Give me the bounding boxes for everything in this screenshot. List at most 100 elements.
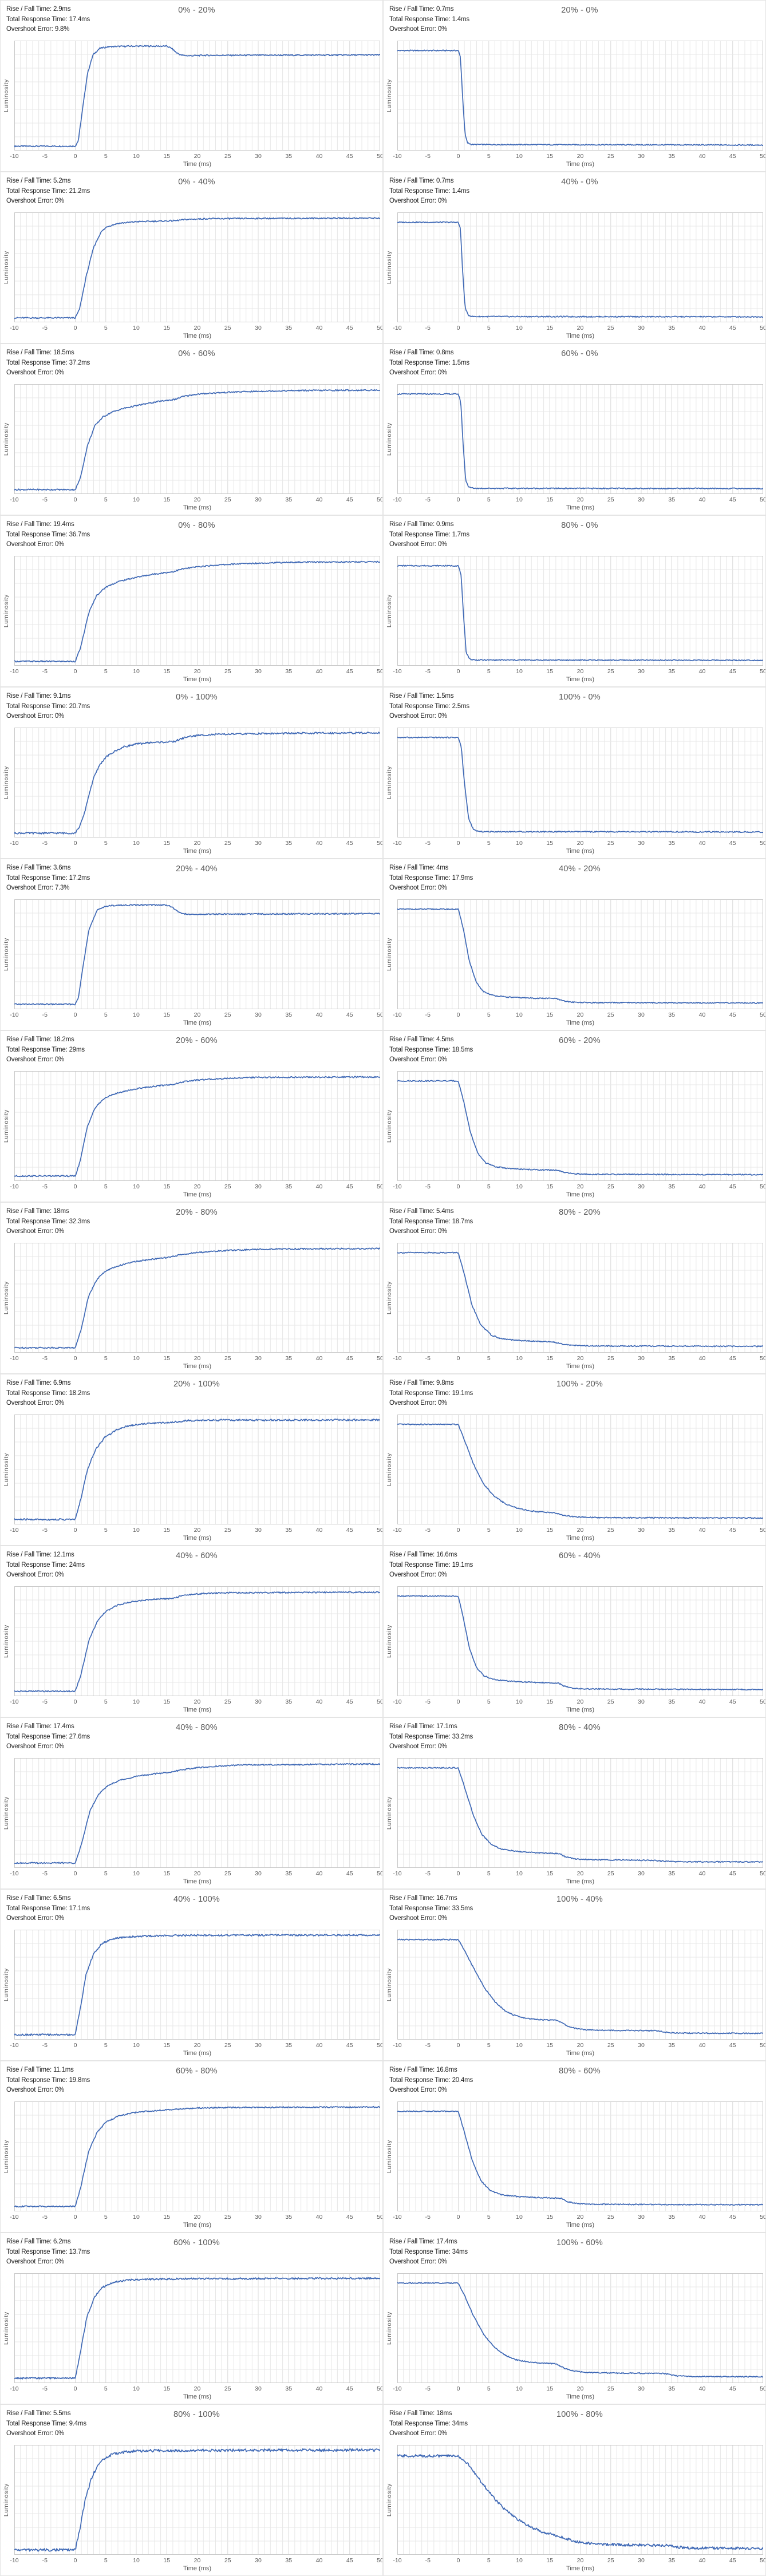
x-tick-label: 35 <box>285 1527 293 1534</box>
chart-stats: Rise / Fall Time: 16.7ms Total Response T… <box>389 1894 473 1924</box>
y-axis-label: Luminosity <box>386 765 393 800</box>
response-chart-panel: Rise / Fall Time: 16.8ms Total Response T… <box>383 2061 766 2233</box>
x-axis-ticks: -10 -5 0 5 10 15 20 25 30 35 40 45 50 <box>10 668 382 675</box>
luminosity-trace <box>14 560 380 663</box>
overshoot-error-label: Overshoot Error: <box>389 2258 436 2265</box>
x-tick-label: 15 <box>546 153 554 160</box>
x-tick-label: 25 <box>224 1183 231 1190</box>
x-tick-label: 45 <box>346 1698 353 1705</box>
x-tick-label: 10 <box>516 1012 523 1018</box>
total-response-time-line: Total Response Time: 2.5ms <box>389 702 469 712</box>
x-tick-label: 35 <box>285 325 293 331</box>
x-tick-label: 35 <box>285 1355 293 1362</box>
x-tick-label: -10 <box>10 153 19 160</box>
x-tick-label: 50 <box>377 2385 383 2392</box>
x-tick-label: 30 <box>255 1012 262 1018</box>
total-response-time-line: Total Response Time: 27.6ms <box>6 1732 90 1743</box>
x-axis-ticks: -10 -5 0 5 10 15 20 25 30 35 40 45 50 <box>10 2557 382 2565</box>
x-tick-label: 50 <box>377 153 383 160</box>
x-tick-label: -10 <box>10 1698 19 1705</box>
luminosity-plot <box>397 1415 763 1524</box>
total-response-time-line: Total Response Time: 36.7ms <box>6 530 90 540</box>
x-tick-label: 50 <box>377 2042 383 2049</box>
x-axis-label: Time (ms) <box>183 504 212 511</box>
luminosity-plot <box>14 1415 380 1524</box>
x-tick-label: 30 <box>255 2042 262 2049</box>
y-axis-label: Luminosity <box>3 1624 10 1658</box>
x-tick-label: 15 <box>546 2214 554 2221</box>
x-tick-label: 15 <box>546 2557 554 2564</box>
overshoot-error-label: Overshoot Error: <box>6 26 53 33</box>
x-tick-label: 0 <box>73 496 77 503</box>
rise-fall-time-line: Rise / Fall Time: 0.7ms <box>389 176 469 187</box>
rise-fall-time-value: 6.9ms <box>53 1380 71 1386</box>
total-response-time-label: Total Response Time: <box>6 1561 68 1568</box>
x-tick-label: 45 <box>729 1012 736 1018</box>
x-tick-label: -10 <box>10 496 19 503</box>
x-tick-label: -10 <box>393 840 402 847</box>
luminosity-plot <box>14 899 380 1009</box>
luminosity-plot <box>14 1071 380 1181</box>
rise-fall-time-label: Rise / Fall Time: <box>389 2410 435 2417</box>
x-tick-label: 25 <box>607 2214 614 2221</box>
x-axis-ticks: -10 -5 0 5 10 15 20 25 30 35 40 45 50 <box>10 325 382 332</box>
rise-fall-time-label: Rise / Fall Time: <box>6 2067 52 2073</box>
x-tick-label: -10 <box>393 1183 402 1190</box>
rise-fall-time-label: Rise / Fall Time: <box>389 2067 435 2073</box>
x-tick-label: 45 <box>346 153 353 160</box>
overshoot-error-label: Overshoot Error: <box>389 1743 436 1750</box>
rise-fall-time-label: Rise / Fall Time: <box>389 6 435 13</box>
x-axis-ticks: -10 -5 0 5 10 15 20 25 30 35 40 45 50 <box>393 2214 765 2221</box>
overshoot-error-line: Overshoot Error: 0% <box>389 712 469 722</box>
x-tick-label: 30 <box>255 2385 262 2392</box>
luminosity-trace <box>14 217 380 319</box>
rise-fall-time-line: Rise / Fall Time: 17.1ms <box>389 1722 473 1732</box>
x-tick-label: 40 <box>698 1355 706 1362</box>
x-tick-label: -10 <box>393 1527 402 1534</box>
x-tick-label: 15 <box>163 1870 171 1877</box>
chart-stats: Rise / Fall Time: 18ms Total Response Tim… <box>6 1207 90 1237</box>
rise-fall-time-label: Rise / Fall Time: <box>389 1723 435 1730</box>
x-axis-ticks: -10 -5 0 5 10 15 20 25 30 35 40 45 50 <box>10 2214 382 2221</box>
x-tick-label: -10 <box>393 2385 402 2392</box>
x-tick-label: 50 <box>760 1527 766 1534</box>
x-tick-label: 35 <box>668 840 676 847</box>
x-tick-label: 30 <box>638 2385 645 2392</box>
total-response-time-value: 33.2ms <box>452 1733 473 1740</box>
x-tick-label: 15 <box>163 1698 171 1705</box>
overshoot-error-label: Overshoot Error: <box>6 884 53 891</box>
plot-area <box>14 1243 380 1353</box>
y-axis-label: Luminosity <box>386 1967 393 2002</box>
gridlines <box>397 2273 763 2383</box>
plot-area <box>14 899 380 1009</box>
plot-border <box>397 2445 763 2555</box>
x-tick-label: 50 <box>760 2557 766 2564</box>
total-response-time-value: 24ms <box>69 1561 85 1568</box>
x-tick-label: 10 <box>516 1183 523 1190</box>
total-response-time-label: Total Response Time: <box>389 1561 451 1568</box>
plot-border <box>14 2445 380 2555</box>
rise-fall-time-value: 17.1ms <box>436 1723 457 1730</box>
luminosity-plot <box>397 2445 763 2555</box>
luminosity-trace <box>397 2454 763 2550</box>
x-tick-label: 10 <box>133 1870 140 1877</box>
luminosity-trace <box>397 736 763 833</box>
x-tick-label: 45 <box>346 840 353 847</box>
x-tick-label: 0 <box>73 840 77 847</box>
y-axis-label: Luminosity <box>3 1967 10 2002</box>
total-response-time-value: 18.5ms <box>452 1046 473 1053</box>
overshoot-error-line: Overshoot Error: 0% <box>389 1742 473 1752</box>
x-tick-label: 35 <box>668 1183 676 1190</box>
x-tick-label: 45 <box>729 2385 736 2392</box>
rise-fall-time-line: Rise / Fall Time: 16.6ms <box>389 1550 473 1560</box>
x-tick-label: 30 <box>638 1183 645 1190</box>
total-response-time-line: Total Response Time: 18.2ms <box>6 1389 90 1399</box>
response-chart-panel: Rise / Fall Time: 0.8ms Total Response Ti… <box>383 343 766 515</box>
gridlines <box>397 899 763 1009</box>
x-tick-label: 45 <box>346 2214 353 2221</box>
x-axis-ticks: -10 -5 0 5 10 15 20 25 30 35 40 45 50 <box>393 2385 765 2393</box>
x-tick-label: 0 <box>73 2385 77 2392</box>
x-tick-label: 30 <box>638 2042 645 2049</box>
x-tick-label: 10 <box>133 153 140 160</box>
y-axis-label: Luminosity <box>3 1109 10 1143</box>
